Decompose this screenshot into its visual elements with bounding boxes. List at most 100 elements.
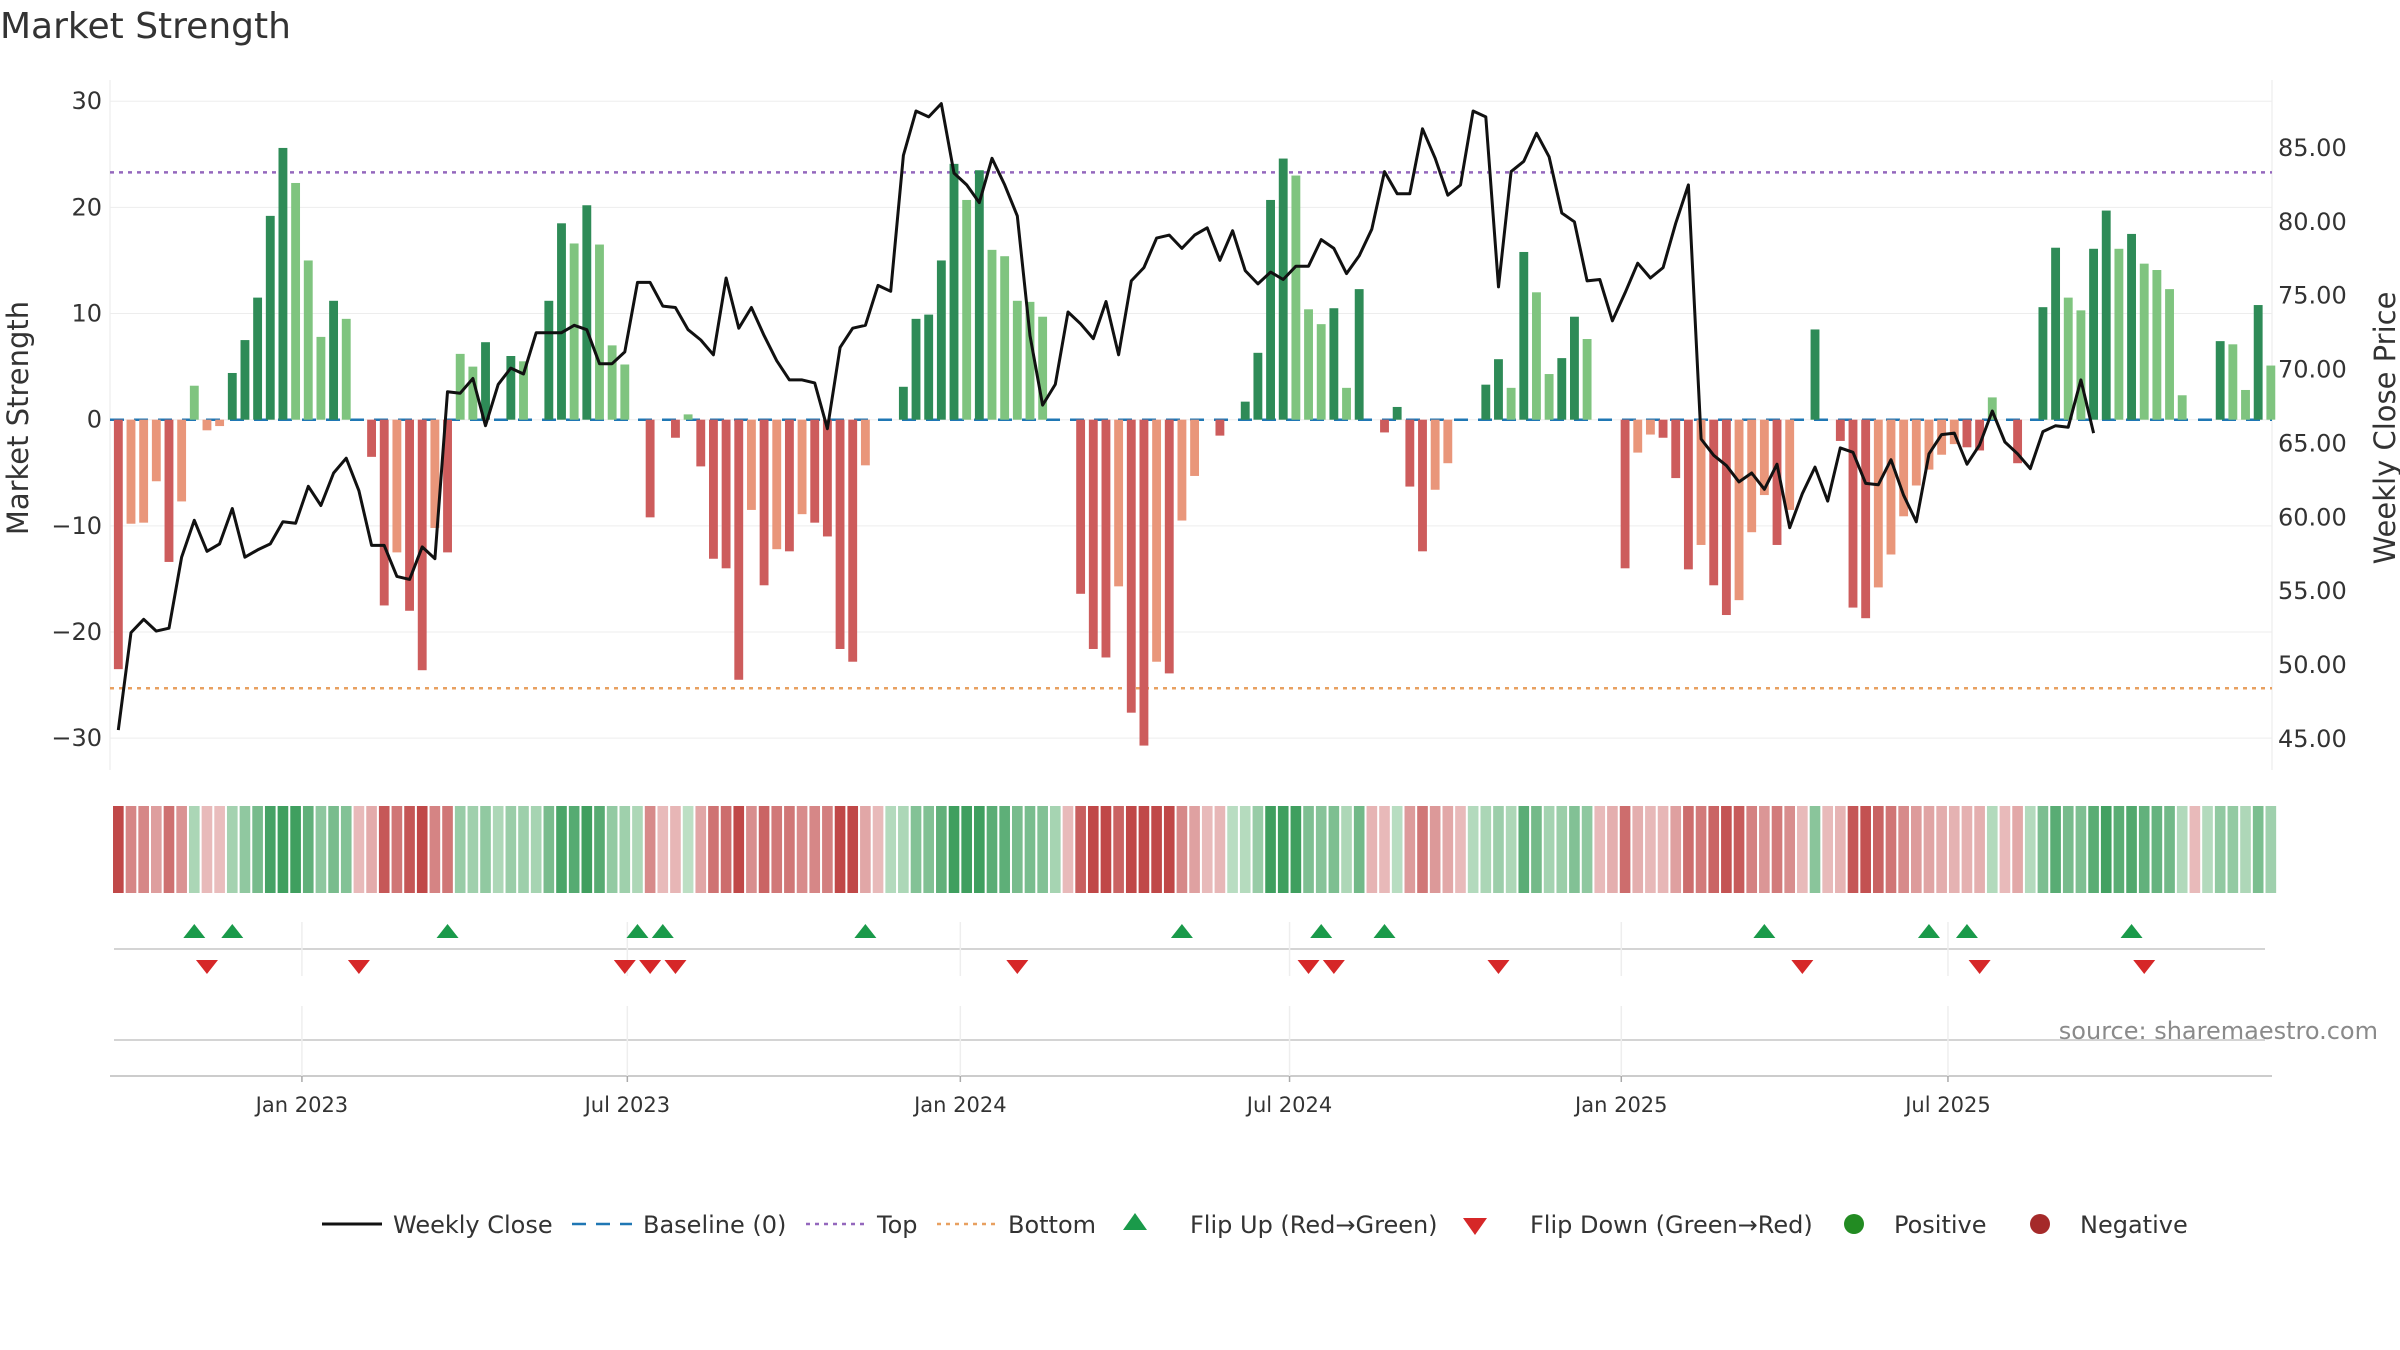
strength-bar [1304,309,1313,420]
legend-item: Top [806,1211,918,1239]
heat-cell [2100,806,2112,893]
heat-cell [644,806,656,893]
heat-cell [2176,806,2188,893]
right-y-axis-label: Weekly Close Price [2368,292,2400,565]
strength-bar [1810,329,1820,420]
heat-cell [758,806,770,893]
legend-label: Negative [2080,1211,2188,1239]
strength-bar [189,385,199,420]
heat-cell [2189,806,2201,893]
strength-bar [455,353,465,420]
heat-cell [961,806,972,893]
strength-bar [746,419,756,510]
strength-bar [2177,395,2187,420]
strength-bar [1076,419,1086,594]
heat-cell [1062,806,1074,893]
heat-cell [1075,806,1086,893]
flip-up-marker [1955,924,1978,938]
heat-cell [784,806,795,893]
strength-bar [848,419,858,662]
heat-cell [632,806,643,893]
strength-bar [1380,419,1389,433]
y-tick-label: −10 [51,512,102,540]
strength-bar [810,419,820,523]
heat-cell [885,806,897,893]
heat-cell [1657,806,1669,893]
heat-cell [974,806,985,893]
strength-bar [417,419,427,671]
heat-cell [746,806,757,893]
strength-bar [1418,419,1427,552]
heat-cell [1239,806,1251,893]
strength-bar [1633,419,1643,453]
strength-bar [1278,158,1288,420]
flip-up-marker [183,924,206,938]
strength-bar [1038,316,1048,420]
heat-cell [1353,806,1365,893]
strength-bar [2013,419,2023,464]
heat-cell [328,806,339,893]
strength-bar [683,414,693,420]
heat-cell [1138,806,1150,893]
heat-cell [1189,806,1200,893]
x-tick-label: Jan 2025 [1573,1093,1668,1117]
strength-bar [1671,419,1681,479]
heat-cell [1771,806,1783,893]
heat-cell [2088,806,2099,893]
x-tick-label: Jul 2023 [583,1093,670,1117]
strength-bar [1911,419,1921,486]
x-tick-label: Jan 2024 [912,1093,1007,1117]
strength-bar [936,260,946,420]
heat-cell [796,806,808,893]
strength-bar [1253,352,1263,420]
heat-cell [2012,806,2023,893]
right-y-tick-label: 85.00 [2278,134,2347,162]
heat-cell [1467,806,1479,893]
heat-cell [1011,806,1023,893]
flip-down-marker [1322,960,1345,974]
strength-bar [709,419,718,559]
strength-bar [227,372,237,420]
heat-cell [682,806,694,893]
heat-cell [568,806,580,893]
heat-cell [594,806,605,893]
heat-cell [1898,806,1909,893]
strength-bar [1443,419,1453,464]
flip-up-marker [1310,924,1333,938]
strength-bar [2228,344,2238,420]
strength-bar [405,419,414,611]
strength-bar [1570,316,1579,420]
strength-bars [113,147,2276,746]
heat-cell [214,806,225,893]
strength-bar [1645,419,1655,435]
strength-bar [1658,419,1668,438]
heat-cell [2151,806,2163,893]
strength-bar [595,244,604,420]
flip-panel-grid [114,922,2265,976]
legend-label: Flip Up (Red→Green) [1190,1211,1438,1239]
legend-negative-icon [2030,1214,2050,1234]
strength-bar [2241,389,2250,420]
heat-cell [1607,806,1618,893]
heat-cell [530,806,542,893]
strength-bar [2101,210,2111,420]
heat-cell [1670,806,1682,893]
strength-bar [303,260,313,420]
strength-bar [1342,387,1351,420]
strength-bar [430,419,440,528]
heat-cell [226,806,238,893]
x-tick-label: Jul 2025 [1903,1093,1990,1117]
heat-cell [113,806,124,893]
flip-down-marker [1006,960,1029,974]
strength-bar [987,249,997,420]
strength-bar [202,419,212,431]
heat-cell [1201,806,1213,893]
strength-bar [1177,419,1187,521]
flip-up-marker [854,924,877,938]
heat-cell [1986,806,1998,893]
heat-cell [188,806,200,893]
flip-up-marker [1753,924,1776,938]
flip-down-marker [639,960,662,974]
strength-bar [835,419,845,649]
strength-bar [607,345,617,420]
